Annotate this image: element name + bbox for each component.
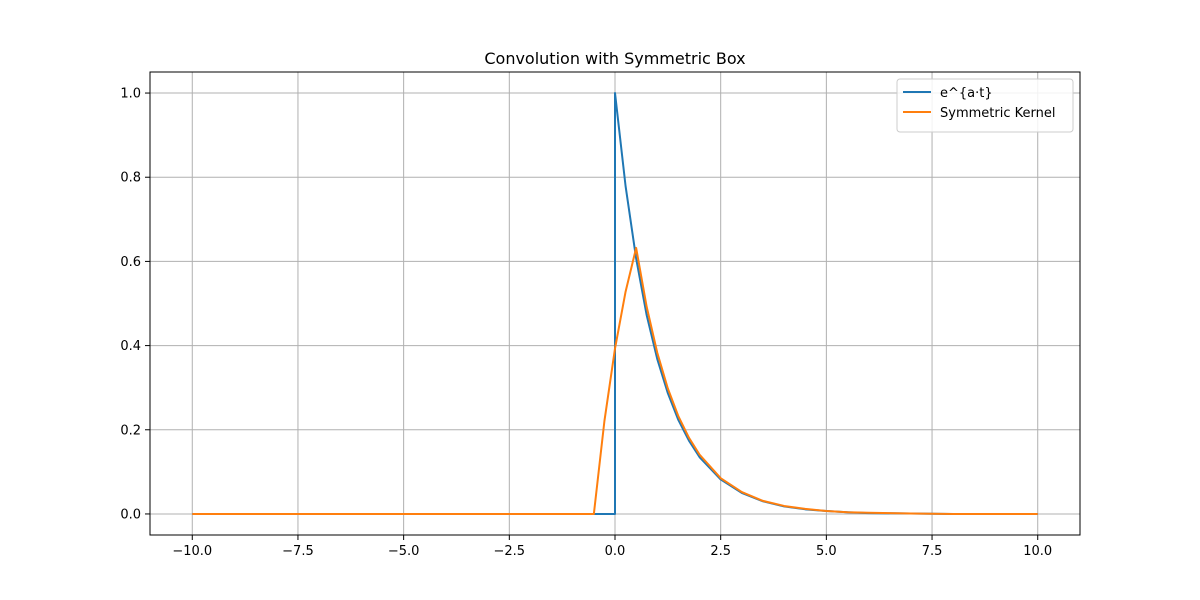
legend-label: Symmetric Kernel <box>940 106 1055 121</box>
x-tick-label: −10.0 <box>172 544 212 559</box>
x-tick-label: −5.0 <box>388 544 420 559</box>
y-tick-label: 1.0 <box>120 87 141 102</box>
chart-title: Convolution with Symmetric Box <box>484 49 745 68</box>
y-tick-label: 0.6 <box>120 255 141 270</box>
series-line-1 <box>192 246 1038 515</box>
x-tick-label: 0.0 <box>605 544 626 559</box>
x-tick-label: −2.5 <box>494 544 526 559</box>
x-tick-label: 5.0 <box>816 544 837 559</box>
y-tick-label: 0.8 <box>120 171 141 186</box>
legend: e^{a·t} Symmetric Kernel <box>896 78 1074 133</box>
series-group <box>192 92 1038 515</box>
x-tick-label: 7.5 <box>922 544 943 559</box>
y-tick-label: 0.2 <box>120 423 141 438</box>
x-tick-label: −7.5 <box>282 544 314 559</box>
legend-label: e^{a·t} <box>940 86 993 101</box>
x-tick-label: 10.0 <box>1023 544 1052 559</box>
x-tick-label: 2.5 <box>710 544 731 559</box>
legend-box <box>896 78 1074 133</box>
y-tick-label: 0.4 <box>120 339 141 354</box>
y-tick-label: 0.0 <box>120 507 141 522</box>
ticks: −10.0 −7.5 −5.0 −2.5 0.0 2.5 5.0 7.5 10.0 0.0 0.2 0… <box>120 87 1052 559</box>
